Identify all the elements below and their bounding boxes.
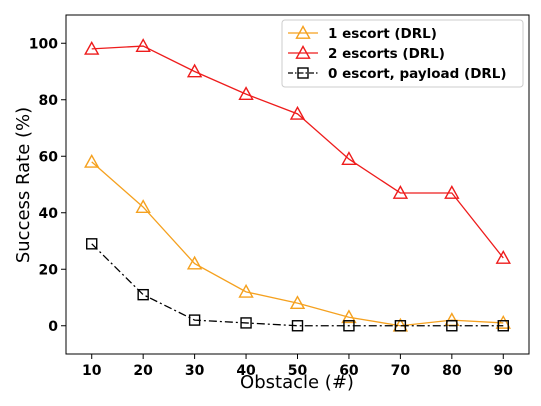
data-point <box>495 250 511 264</box>
data-point <box>84 153 100 168</box>
x-tick-label: 50 <box>288 363 308 379</box>
y-axis: 0 20 40 60 80 100 <box>29 36 66 335</box>
y-tick-label: 40 <box>39 206 59 222</box>
data-point <box>341 151 357 165</box>
legend: 1 escort (DRL) 2 escorts (DRL) 0 escort, p… <box>281 19 524 88</box>
legend-label: 0 escort, payload (DRL) <box>328 66 507 82</box>
data-point <box>186 63 203 78</box>
data-point <box>392 185 409 199</box>
series-line <box>91 243 504 327</box>
legend-entry: 2 escorts (DRL) <box>288 45 445 62</box>
legend-marker <box>297 67 309 79</box>
x-axis-title: Obstacle (#) <box>240 372 354 393</box>
data-point <box>188 314 201 326</box>
data-point <box>343 320 355 332</box>
data-point <box>394 320 407 332</box>
legend-marker <box>295 45 311 59</box>
x-tick-label: 20 <box>133 363 153 379</box>
data-point <box>238 86 254 101</box>
data-point <box>135 38 151 52</box>
x-tick-label: 60 <box>339 363 359 379</box>
data-point <box>341 309 357 324</box>
data-point <box>238 283 254 298</box>
y-tick-label: 0 <box>48 319 58 335</box>
data-point <box>84 40 100 55</box>
data-point <box>289 105 306 120</box>
data-point <box>186 255 203 270</box>
y-tick-label: 100 <box>29 36 58 52</box>
y-axis-title: Success Rate (%) <box>13 107 34 263</box>
series-2 <box>84 38 511 264</box>
legend-label: 2 escorts (DRL) <box>328 46 445 62</box>
legend-frame <box>281 19 524 88</box>
legend-marker <box>295 25 311 39</box>
series-3 <box>86 238 509 332</box>
y-tick-label: 20 <box>39 262 59 278</box>
data-point <box>444 185 460 199</box>
series-line <box>91 161 504 327</box>
legend-entry: 1 escort (DRL) <box>288 25 437 42</box>
x-tick-label: 30 <box>185 363 205 379</box>
x-tick-label: 10 <box>82 363 102 379</box>
series-line <box>91 45 504 259</box>
y-tick-label: 60 <box>39 149 59 165</box>
data-point <box>497 320 509 332</box>
x-tick-label: 70 <box>391 363 411 379</box>
data-point <box>291 320 304 332</box>
data-point <box>289 295 306 310</box>
legend-entry: 0 escort, payload (DRL) <box>288 66 507 82</box>
series-layer <box>84 38 511 332</box>
x-tick-label: 40 <box>236 363 256 379</box>
x-tick-label: 80 <box>442 363 462 379</box>
data-point <box>135 199 151 214</box>
data-point <box>137 288 149 301</box>
data-point <box>495 314 511 329</box>
data-point <box>240 317 252 329</box>
x-tick-label: 90 <box>494 363 514 379</box>
data-point <box>446 320 458 332</box>
x-axis: 10 20 30 40 50 60 70 80 90 <box>82 354 513 379</box>
series-1 <box>84 153 511 332</box>
y-tick-label: 80 <box>39 93 59 109</box>
legend-label: 1 escort (DRL) <box>328 26 437 42</box>
data-point <box>86 238 98 250</box>
